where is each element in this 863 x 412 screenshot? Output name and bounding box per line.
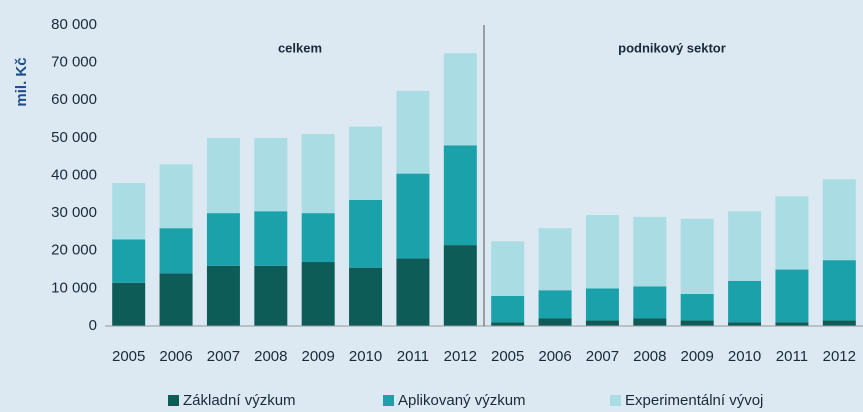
x-tick-label: 2009 — [302, 348, 335, 365]
bar-segment — [254, 211, 288, 266]
bar-segment — [680, 294, 714, 321]
bar-segment — [728, 322, 762, 326]
panel-label: celkem — [278, 40, 322, 55]
bar-segment — [159, 164, 193, 229]
bar-segment — [206, 213, 240, 266]
bar-segment — [822, 260, 856, 321]
y-tick-label: 20 000 — [51, 242, 97, 259]
bar-segment — [254, 137, 288, 212]
x-tick-label: 2007 — [586, 348, 619, 365]
bar-segment — [159, 273, 193, 326]
bar-segment — [491, 295, 525, 323]
bar-segment — [112, 183, 146, 240]
bar-segment — [112, 282, 146, 326]
bar-segment — [775, 322, 809, 326]
y-tick-label: 60 000 — [51, 91, 97, 108]
x-tick-label: 2009 — [681, 348, 714, 365]
x-tick-label: 2006 — [538, 348, 571, 365]
bar-segment — [443, 245, 477, 326]
legend-label: Experimentální vývoj — [625, 392, 763, 409]
x-tick-label: 2010 — [349, 348, 382, 365]
bar-segment — [538, 318, 572, 326]
x-tick-label: 2008 — [254, 348, 287, 365]
bar-segment — [254, 265, 288, 326]
bar-segment — [538, 290, 572, 319]
bar-segment — [112, 239, 146, 283]
y-axis-label: mil. Kč — [13, 57, 30, 106]
bar-segment — [301, 213, 335, 263]
bar-segment — [775, 196, 809, 270]
bar-segment — [206, 265, 240, 326]
bar-segment — [585, 215, 619, 289]
bar-segment — [775, 269, 809, 323]
x-tick-label: 2012 — [823, 348, 856, 365]
bar-segment — [396, 90, 430, 174]
x-tick-label: 2011 — [776, 348, 808, 365]
y-tick-label: 10 000 — [51, 279, 97, 296]
bar-segment — [396, 173, 430, 259]
legend-label: Aplikovaný výzkum — [398, 392, 526, 409]
bar-segment — [822, 179, 856, 261]
y-tick-label: 0 — [89, 317, 97, 334]
bar-segment — [680, 320, 714, 326]
bar-segment — [443, 145, 477, 246]
y-tick-label: 40 000 — [51, 166, 97, 183]
legend-swatch — [168, 395, 179, 406]
bar-segment — [728, 211, 762, 281]
bar-segment — [396, 258, 430, 326]
bar-segment — [206, 137, 240, 214]
x-tick-label: 2005 — [112, 348, 145, 365]
x-tick-label: 2005 — [491, 348, 524, 365]
bar-segment — [633, 216, 667, 287]
panel-label: podnikový sektor — [618, 40, 726, 55]
bar-segment — [728, 280, 762, 323]
legend-swatch — [610, 395, 621, 406]
bar-segment — [349, 199, 383, 268]
bar-segment — [680, 218, 714, 295]
bar-segment — [301, 134, 335, 214]
x-tick-label: 2006 — [159, 348, 192, 365]
bar-segment — [491, 322, 525, 326]
bar-segment — [633, 318, 667, 326]
y-tick-label: 50 000 — [51, 129, 97, 146]
bar-segment — [585, 320, 619, 326]
x-tick-label: 2010 — [728, 348, 761, 365]
bar-segment — [349, 267, 383, 326]
y-tick-label: 80 000 — [51, 16, 97, 33]
x-tick-label: 2012 — [444, 348, 477, 365]
legend-label: Základní výzkum — [183, 392, 296, 409]
bar-segment — [349, 126, 383, 200]
x-tick-label: 2011 — [397, 348, 429, 365]
bar-segment — [159, 228, 193, 274]
bar-segment — [491, 241, 525, 296]
bar-segment — [443, 53, 477, 146]
bar-segment — [538, 228, 572, 291]
x-tick-label: 2007 — [207, 348, 240, 365]
legend-swatch — [383, 395, 394, 406]
bar-segment — [633, 286, 667, 319]
y-tick-label: 70 000 — [51, 54, 97, 71]
y-tick-label: 30 000 — [51, 204, 97, 221]
bar-segment — [822, 320, 856, 326]
x-tick-label: 2008 — [633, 348, 666, 365]
bar-segment — [301, 262, 335, 326]
bar-segment — [585, 288, 619, 321]
